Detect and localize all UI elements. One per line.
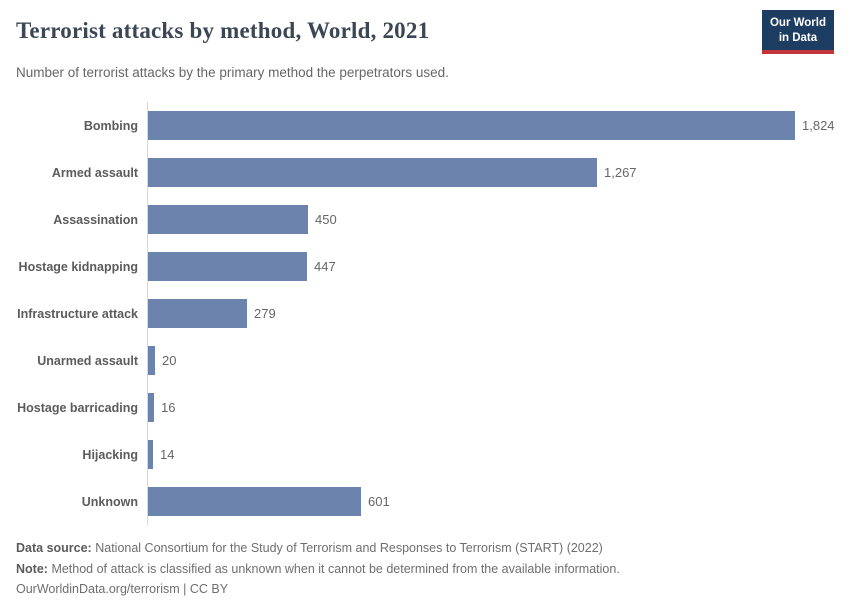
category-label: Hostage barricading — [16, 401, 147, 415]
category-label: Armed assault — [16, 166, 147, 180]
license-line: OurWorldinData.org/terrorism | CC BY — [16, 582, 229, 597]
header: Terrorist attacks by method, World, 2021… — [16, 10, 834, 54]
value-label: 1,267 — [604, 165, 637, 181]
page-title: Terrorist attacks by method, World, 2021 — [16, 18, 430, 43]
bar-armed-assault[interactable] — [148, 158, 597, 188]
bar-row: Armed assault 1,267 — [16, 149, 834, 197]
plot-area: 450 — [147, 196, 807, 244]
owid-logo-line2: in Data — [778, 31, 818, 44]
bar-bombing[interactable] — [148, 111, 795, 141]
bar-row: Hijacking 14 — [16, 431, 834, 479]
data-source-label: Data source: — [16, 541, 92, 556]
value-label: 1,824 — [802, 118, 835, 134]
bar-hijacking[interactable] — [148, 440, 153, 470]
category-label: Unarmed assault — [16, 354, 147, 368]
plot-area: 447 — [147, 243, 807, 291]
plot-area: 20 — [147, 337, 807, 385]
category-label: Hijacking — [16, 448, 147, 462]
category-label-text: Armed assault — [51, 165, 138, 180]
bar-chart: Bombing 1,824 Armed assault 1,267 Assassinat… — [16, 102, 835, 526]
plot-area: 601 — [147, 478, 807, 526]
category-label-text: Hijacking — [82, 447, 138, 462]
bar-row: Unknown 601 — [16, 478, 834, 526]
category-label-text: Bombing — [83, 118, 138, 133]
chart-subtitle: Number of terrorist attacks by the prima… — [16, 64, 449, 80]
bar-row: Hostage kidnapping 447 — [16, 243, 834, 291]
value-label: 447 — [314, 259, 336, 275]
value-label: 601 — [368, 494, 390, 510]
category-label-text: Assassination — [53, 212, 138, 227]
category-label: Unknown — [16, 495, 147, 509]
plot-area: 279 — [147, 290, 807, 338]
bar-row: Infrastructure attack 279 — [16, 290, 834, 338]
bar-hostage-barricading[interactable] — [148, 393, 154, 423]
bar-row: Assassination 450 — [16, 196, 834, 244]
bar-infrastructure-attack[interactable] — [148, 299, 247, 329]
category-label: Infrastructure attack — [16, 307, 147, 321]
bar-row: Unarmed assault 20 — [16, 337, 834, 385]
category-label-text: Hostage barricading — [17, 400, 138, 415]
category-label-text: Infrastructure attack — [17, 306, 138, 321]
bar-row: Hostage barricading 16 — [16, 384, 834, 432]
bar-unknown[interactable] — [148, 487, 361, 517]
plot-area: 1,267 — [147, 149, 807, 197]
data-source-line: Data source: National Consortium for the… — [16, 538, 834, 559]
value-label: 20 — [162, 353, 177, 369]
note-text: Method of attack is classified as unknow… — [51, 561, 620, 576]
value-label: 450 — [315, 212, 337, 228]
category-label: Hostage kidnapping — [16, 260, 147, 274]
plot-area: 16 — [147, 384, 807, 432]
value-label: 14 — [160, 447, 175, 463]
category-label-text: Hostage kidnapping — [18, 259, 138, 274]
plot-area: 1,824 — [147, 102, 835, 150]
plot-area: 14 — [147, 431, 807, 479]
data-source-text: National Consortium for the Study of Ter… — [95, 541, 603, 556]
owid-logo-line1: Our World — [769, 17, 826, 29]
note-label: Note: — [16, 561, 48, 576]
bar-row: Bombing 1,824 — [16, 102, 835, 150]
category-label-text: Unknown — [81, 494, 138, 509]
category-label-text: Unarmed assault — [37, 353, 138, 368]
value-label: 16 — [161, 400, 176, 416]
note-line: Note: Method of attack is classified as … — [16, 559, 834, 580]
bar-unarmed-assault[interactable] — [148, 346, 155, 376]
bar-hostage-kidnapping[interactable] — [148, 252, 307, 282]
bar-assassination[interactable] — [148, 205, 308, 235]
category-label: Assassination — [16, 213, 147, 227]
category-label: Bombing — [16, 119, 147, 133]
value-label: 279 — [254, 306, 276, 322]
footer: Data source: National Consortium for the… — [16, 538, 834, 600]
owid-logo[interactable]: Our World in Data — [761, 10, 834, 54]
